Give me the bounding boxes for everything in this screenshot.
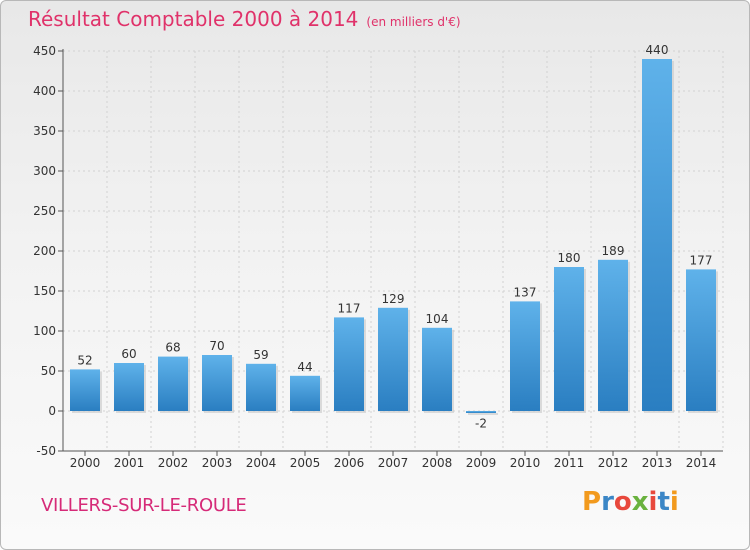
x-tick-label: 2012: [598, 456, 629, 470]
y-tick-label: 150: [33, 284, 56, 298]
x-tick-label: 2008: [422, 456, 453, 470]
data-label: 177: [690, 253, 713, 267]
bar: [554, 267, 584, 411]
data-label: 129: [382, 292, 405, 306]
y-tick-label: 250: [33, 204, 56, 218]
x-tick-label: 2011: [554, 456, 585, 470]
x-tick-label: 2003: [202, 456, 233, 470]
bar: [642, 59, 672, 411]
data-label: 137: [514, 285, 537, 299]
logo-letter: P: [582, 487, 602, 517]
bar-shadow: [468, 413, 498, 415]
y-tick-label: 50: [41, 364, 56, 378]
data-label: 59: [253, 348, 268, 362]
logo-letter: t: [657, 487, 670, 517]
data-label: 60: [121, 347, 136, 361]
x-tick-label: 2002: [158, 456, 189, 470]
bar: [510, 301, 540, 411]
y-tick-label: 200: [33, 244, 56, 258]
data-label: 52: [77, 353, 92, 367]
data-labels: 52 60 68 70 59 44 117 129 104 -2 137 180 189 440 177: [77, 43, 712, 431]
data-label: -2: [475, 417, 487, 431]
bar: [70, 369, 100, 411]
bar: [334, 317, 364, 411]
x-tick-label: 2001: [114, 456, 145, 470]
bar: [686, 269, 716, 411]
x-tick-label: 2014: [686, 456, 717, 470]
bar: [158, 356, 188, 411]
x-tick-label: 2000: [70, 456, 101, 470]
y-tick-label: 0: [48, 404, 56, 418]
x-tick-label: 2009: [466, 456, 497, 470]
bar: [114, 363, 144, 411]
data-label: 180: [558, 251, 581, 265]
chart-title-text: Résultat Comptable 2000 à 2014: [28, 7, 359, 31]
data-label: 44: [297, 360, 312, 374]
chart-subtitle: (en milliers d'€): [366, 15, 461, 29]
logo-letter: i: [648, 487, 658, 517]
x-tick-label: 2004: [246, 456, 277, 470]
bar: [422, 327, 452, 411]
x-tick-label: 2006: [334, 456, 365, 470]
bar: [378, 307, 408, 411]
y-tick-label: 450: [33, 44, 56, 58]
data-label: 440: [646, 43, 669, 57]
data-label: 70: [209, 339, 224, 353]
data-label: 189: [602, 244, 625, 258]
data-label: 117: [338, 301, 361, 315]
proxiti-logo: Proxiti: [582, 487, 679, 517]
axes: -50 0 50 100 150 200 250 300 350 400 450 2000 2001 20…: [33, 44, 723, 470]
logo-letter: i: [669, 487, 679, 517]
bar: [598, 259, 628, 411]
logo-letter: x: [631, 487, 649, 517]
x-tick-label: 2005: [290, 456, 321, 470]
data-label: 104: [426, 312, 449, 326]
chart-title: Résultat Comptable 2000 à 2014 (en millie…: [28, 7, 461, 31]
x-tick-label: 2010: [510, 456, 541, 470]
y-tick-label: 350: [33, 124, 56, 138]
y-tick-label: 300: [33, 164, 56, 178]
bar: [466, 411, 496, 413]
bar: [202, 355, 232, 411]
bar: [290, 375, 320, 411]
y-tick-label: 100: [33, 324, 56, 338]
place-name: VILLERS-SUR-LE-ROULE: [41, 495, 247, 516]
bar: [246, 363, 276, 411]
y-tick-label: 400: [33, 84, 56, 98]
x-tick-label: 2013: [642, 456, 673, 470]
x-tick-label: 2007: [378, 456, 409, 470]
logo-letter: r: [601, 487, 614, 517]
logo-letter: o: [613, 487, 632, 517]
data-label: 68: [165, 341, 180, 355]
bars: [70, 59, 718, 415]
y-tick-label: -50: [36, 444, 56, 458]
